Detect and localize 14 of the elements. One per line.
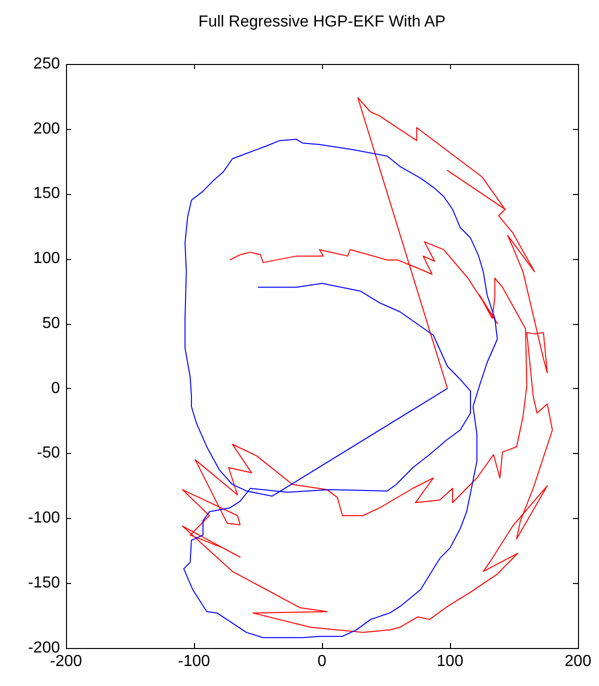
- y-tick-label: -50: [36, 444, 60, 462]
- y-tick-label: 250: [33, 55, 60, 72]
- y-tick-label: 50: [42, 314, 60, 332]
- y-tick-label: 200: [33, 120, 60, 138]
- chart-title: Full Regressive HGP-EKF With AP: [198, 13, 446, 30]
- x-tick-label: 0: [318, 653, 327, 670]
- y-tick-label: 0: [51, 380, 60, 397]
- y-tick-label: 150: [33, 185, 60, 202]
- y-tick-label: -100: [28, 510, 60, 527]
- x-tick-label: 200: [564, 653, 592, 670]
- x-tick-label: 100: [436, 653, 464, 670]
- y-tick-label: 100: [33, 250, 60, 268]
- y-tick-label: -150: [28, 574, 60, 592]
- x-tick-label: -100: [178, 653, 210, 670]
